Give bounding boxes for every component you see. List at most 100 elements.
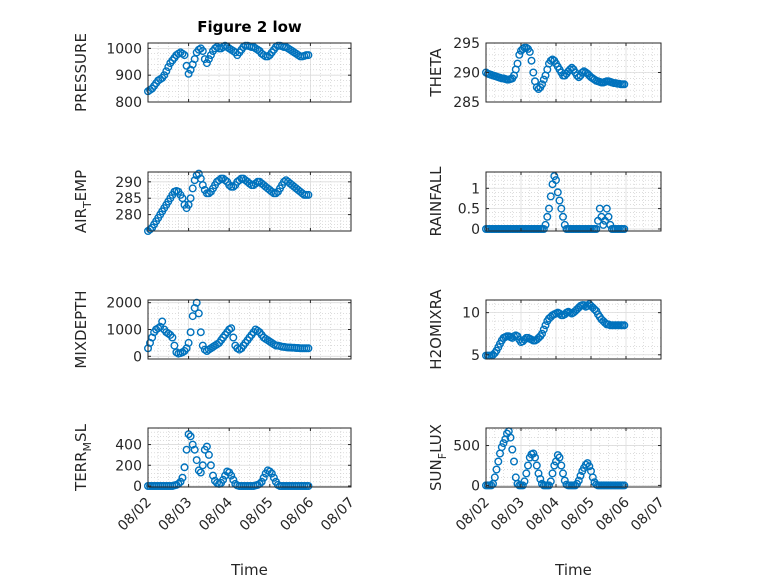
- data-point: [620, 224, 629, 233]
- data-point: [515, 50, 524, 59]
- data-point: [550, 172, 559, 181]
- data-point: [168, 333, 177, 342]
- data-point: [574, 476, 583, 485]
- y-tick-label: 1000: [106, 323, 142, 339]
- data-point: [529, 68, 538, 77]
- y-tick-label: 0: [133, 479, 142, 495]
- axes-box: [485, 427, 662, 488]
- data-point: [219, 475, 228, 484]
- series-markers: [482, 427, 629, 490]
- data-point: [555, 453, 564, 462]
- data-point: [158, 317, 167, 326]
- y-tick-label: 290: [115, 175, 142, 191]
- data-point: [539, 325, 548, 334]
- data-point: [164, 63, 173, 72]
- data-point: [604, 212, 613, 221]
- series-markers: [482, 300, 629, 360]
- data-point: [585, 462, 594, 471]
- data-point: [186, 194, 195, 203]
- data-point: [180, 463, 189, 472]
- data-point: [497, 443, 506, 452]
- data-point: [557, 461, 566, 470]
- data-point: [492, 465, 501, 474]
- data-point: [508, 445, 517, 454]
- y-axis-label: SUNFLUX: [427, 424, 449, 491]
- chart-title: Figure 2 low: [197, 18, 302, 36]
- data-point: [198, 181, 207, 190]
- axes-background: [486, 172, 661, 231]
- data-point: [182, 445, 191, 454]
- data-point: [620, 321, 629, 330]
- y-tick-label: 280: [115, 208, 142, 224]
- data-point: [592, 224, 601, 233]
- data-point: [494, 457, 503, 466]
- data-point: [602, 204, 611, 213]
- data-point: [204, 189, 213, 198]
- data-point: [620, 481, 629, 490]
- data-point: [522, 469, 531, 478]
- y-axis-label: MIXDEPTH: [72, 290, 90, 368]
- data-point: [518, 481, 527, 490]
- data-point: [304, 344, 313, 353]
- subplot-1: 800 900 1000 PRESSURE Figure 2 low: [72, 18, 352, 112]
- subplot-4: 0 0.5 1 RAINFALL: [427, 166, 662, 238]
- data-point: [546, 477, 555, 486]
- data-point: [525, 47, 534, 56]
- data-point: [539, 75, 548, 84]
- data-point: [229, 182, 238, 191]
- y-tick-label: 400: [115, 438, 142, 454]
- y-tick-label: 900: [115, 68, 142, 84]
- data-point: [536, 475, 545, 484]
- y-tick-label: 0: [471, 222, 480, 238]
- y-tick-label: 500: [453, 439, 480, 455]
- data-point: [578, 68, 587, 77]
- axes-box: [147, 42, 352, 103]
- data-point: [518, 44, 527, 53]
- y-tick-label: 800: [115, 95, 142, 111]
- data-point: [190, 445, 199, 454]
- y-tick-label: 200: [115, 458, 142, 474]
- data-point: [538, 80, 547, 89]
- data-point: [545, 481, 554, 490]
- data-point: [588, 473, 597, 482]
- data-point: [559, 212, 568, 221]
- data-point: [194, 169, 203, 178]
- data-point: [620, 80, 629, 89]
- axes-box: [485, 299, 662, 360]
- data-point: [196, 468, 205, 477]
- data-point: [188, 440, 197, 449]
- axes-background: [148, 428, 351, 487]
- data-point: [198, 461, 207, 470]
- data-point: [265, 467, 274, 476]
- data-point: [221, 176, 230, 185]
- data-point: [267, 469, 276, 478]
- data-point: [176, 477, 185, 486]
- data-point: [510, 457, 519, 466]
- data-point: [576, 471, 585, 480]
- series-markers: [143, 41, 313, 96]
- data-point: [194, 309, 203, 318]
- data-point: [198, 47, 207, 56]
- y-tick-label: 285: [115, 191, 142, 207]
- data-point: [553, 188, 562, 197]
- data-point: [145, 225, 154, 234]
- data-point: [532, 461, 541, 470]
- data-point: [555, 196, 564, 205]
- data-point: [162, 67, 171, 76]
- data-point: [543, 212, 552, 221]
- subplot-6: 5 10 H2OMIXRA: [427, 289, 662, 370]
- data-point: [269, 473, 278, 482]
- data-point: [304, 482, 313, 491]
- x-axis-label: Time: [230, 561, 268, 579]
- axes-box: [147, 427, 352, 488]
- data-point: [186, 328, 195, 337]
- data-point: [541, 220, 550, 229]
- data-point: [227, 471, 236, 480]
- data-point: [545, 204, 554, 213]
- series-markers: [482, 43, 629, 93]
- data-point: [192, 298, 201, 307]
- data-point: [304, 190, 313, 199]
- data-point: [196, 328, 205, 337]
